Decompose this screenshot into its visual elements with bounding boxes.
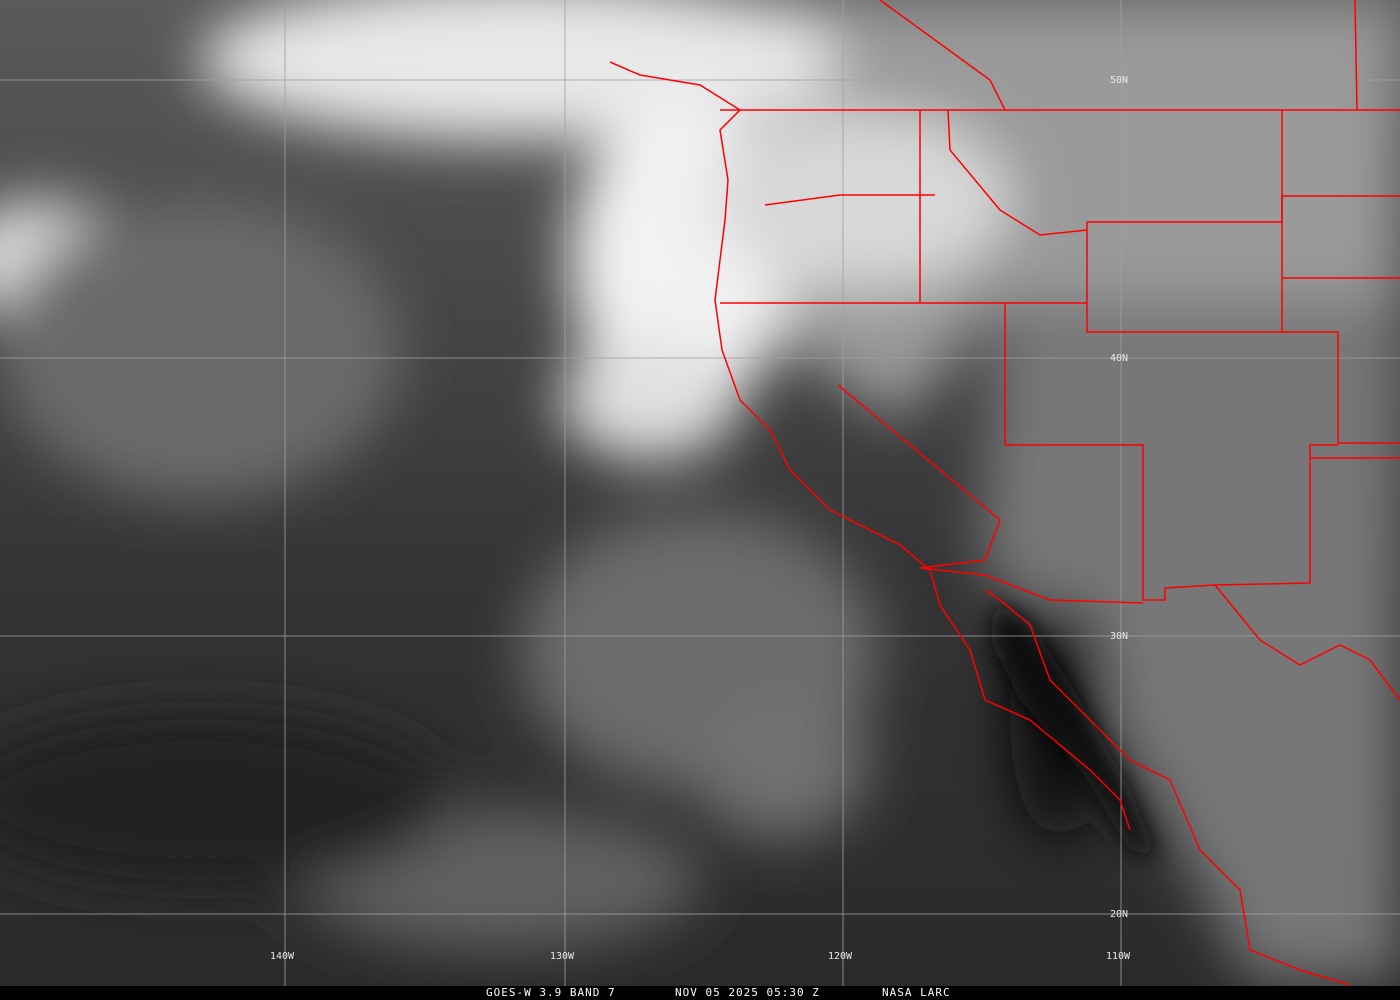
caption-bar: GOES-W 3.9 BAND 7 NOV 05 2025 05:30 Z NA… bbox=[0, 986, 1400, 1000]
datetime-label: NOV 05 2025 05:30 Z bbox=[675, 986, 820, 999]
lat-label-20n: 20N bbox=[1110, 909, 1129, 920]
source-label: NASA LARC bbox=[882, 986, 951, 999]
lat-label-30n: 30N bbox=[1110, 631, 1129, 642]
political-borders bbox=[609, 0, 1400, 986]
satellite-band-label: GOES-W 3.9 BAND 7 bbox=[486, 986, 616, 999]
lon-label-110w: 110W bbox=[1106, 951, 1131, 962]
lon-label-140w: 140W bbox=[270, 951, 295, 962]
gulf-coast-baja bbox=[984, 589, 1351, 986]
lon-label-130w: 130W bbox=[550, 951, 575, 962]
coastline bbox=[609, 61, 1131, 831]
lat-label-40n: 40N bbox=[1110, 353, 1129, 364]
mexico-coast bbox=[1214, 584, 1400, 701]
lon-label-120w: 120W bbox=[828, 951, 853, 962]
lat-label-50n: 50N bbox=[1110, 75, 1129, 86]
